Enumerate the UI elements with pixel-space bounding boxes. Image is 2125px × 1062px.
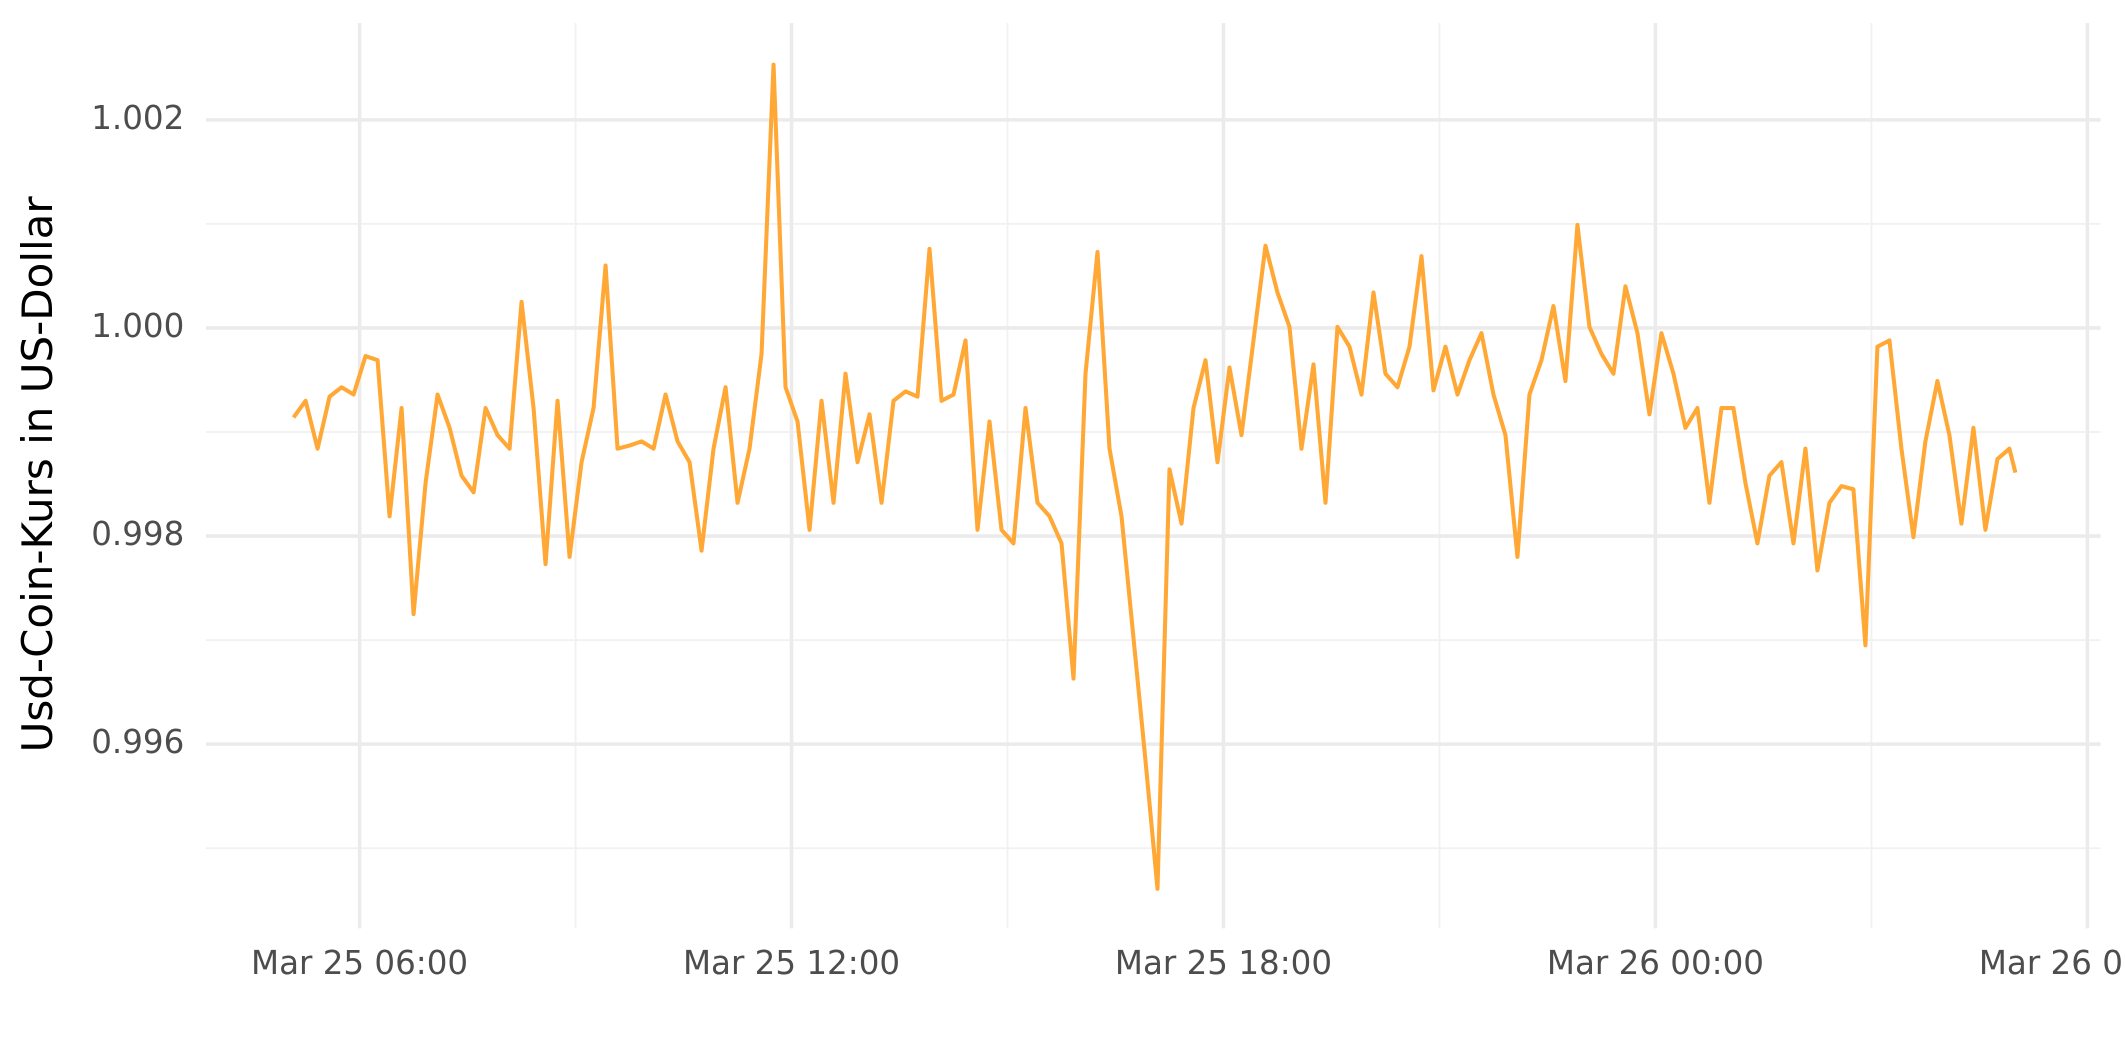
y-tick-label: 0.996 — [91, 723, 184, 761]
x-tick-label: Mar 26 00:00 — [1547, 944, 1764, 982]
y-tick-label: 0.998 — [91, 515, 184, 553]
price-line — [291, 62, 2018, 891]
x-tick-label: Mar 25 06:00 — [251, 944, 468, 982]
y-tick-label: 1.002 — [91, 99, 184, 137]
plot — [291, 62, 2018, 891]
grid — [205, 23, 2101, 929]
y-axis-label: Usd-Coin-Kurs in US-Dollar — [13, 196, 62, 753]
y-tick-label: 1.000 — [91, 307, 184, 345]
x-tick-label: Mar 25 12:00 — [683, 944, 900, 982]
x-tick-label: Mar 25 18:00 — [1115, 944, 1332, 982]
x-tick-label: Mar 26 06:00 — [1979, 944, 2125, 982]
